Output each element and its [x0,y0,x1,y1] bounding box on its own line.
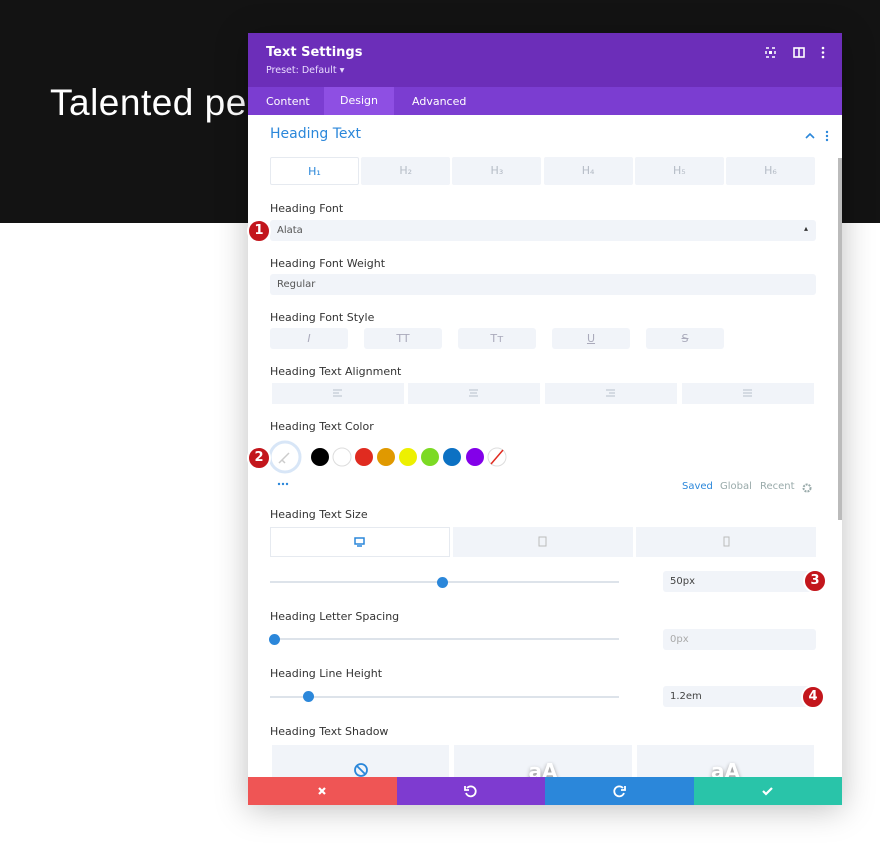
slider-handle[interactable] [437,577,448,588]
redo-button[interactable] [545,777,694,805]
font-style-button[interactable]: S [646,328,724,349]
modal-title: Text Settings [266,45,363,60]
device-tabs[interactable] [270,527,816,558]
alignment-buttons[interactable] [272,383,816,405]
tab[interactable]: Content [266,95,310,108]
select[interactable]: Regular [270,274,816,295]
font-style-button[interactable]: Tт [458,328,536,349]
step-badge: 3 [803,569,827,593]
field-label: Heading Text Color [270,420,374,433]
field-label: Heading Font [270,202,344,215]
heading-tab[interactable]: H₆ [726,157,815,185]
font-style-button[interactable]: TT [364,328,442,349]
field-label: Heading Font Weight [270,257,386,270]
gear-icon[interactable] [801,482,813,494]
tab[interactable]: Advanced [412,95,467,108]
field-label: Heading Line Height [270,667,383,680]
heading-tab[interactable]: H₂ [361,157,451,185]
preset-label: Preset: Default [266,65,337,76]
settings-modal: Text Settings Preset: Default ▾ Content … [248,33,842,805]
palette-tab[interactable]: Recent [760,481,795,492]
step-badge: 4 [801,685,825,709]
scrollbar [838,158,842,520]
field-label: Heading Text Shadow [270,725,389,738]
preset-selector[interactable]: Preset: Default ▾ [266,65,345,76]
palette-tab[interactable]: Saved [682,481,713,492]
save-button[interactable] [693,777,842,805]
field-label: Heading Letter Spacing [270,610,400,623]
undo-button[interactable] [396,777,545,805]
heading-tab[interactable]: H₄ [543,157,633,185]
section-title[interactable]: Heading Text [270,126,362,142]
value-input[interactable]: 50px [663,571,816,592]
header-icons[interactable] [763,45,833,61]
tab-bar: Content Design Advanced [248,87,842,115]
color-swatches[interactable] [268,438,538,488]
palette-tab[interactable]: Global [720,481,752,492]
slider-track [270,638,619,640]
hero-heading: Talented pe [50,82,247,123]
slider-track [270,696,619,698]
field-label: Heading Text Size [270,508,368,521]
field-label: Heading Font Style [270,311,375,324]
value-input[interactable]: 0px [663,629,816,650]
modal-header: Text Settings Preset: Default ▾ [248,33,842,87]
heading-tab[interactable]: H₅ [634,157,724,185]
tab-active[interactable]: Design [324,87,394,115]
section-controls[interactable] [804,129,834,143]
heading-tab[interactable]: H₁ [270,157,359,185]
cancel-button[interactable] [248,777,397,805]
select-value: Alata [277,225,303,236]
select[interactable]: Alata ▴ [270,220,816,241]
value-input[interactable]: 1.2em [663,686,816,707]
font-style-button[interactable]: U [552,328,630,349]
field-label: Heading Text Alignment [270,365,402,378]
heading-tab[interactable]: H₃ [452,157,542,185]
step-badge: 2 [247,446,271,470]
slider-handle[interactable] [303,691,314,702]
font-style-button[interactable]: I [270,328,348,349]
step-badge: 1 [247,219,271,243]
select-value: Regular [277,279,316,290]
slider-handle[interactable] [269,634,280,645]
